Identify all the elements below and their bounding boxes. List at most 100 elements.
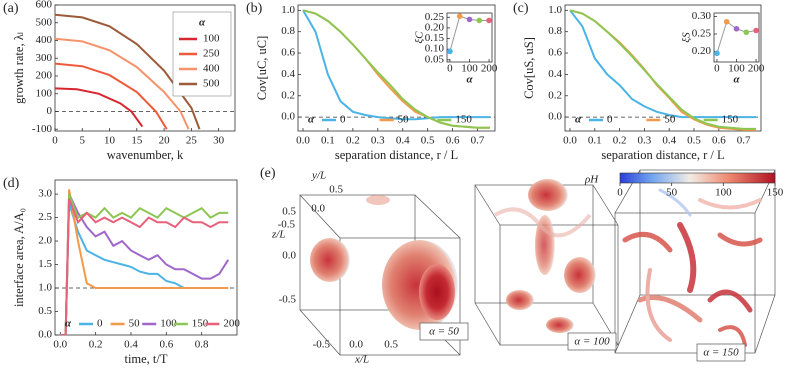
y-tick-label: 0.05	[425, 53, 445, 65]
y-tick-label: 300	[36, 52, 53, 64]
colorbar	[619, 172, 776, 184]
x-tick-label: 0.6	[159, 339, 173, 351]
y-tick-label: 0.10	[425, 43, 445, 55]
x-tick-label: 0.6	[446, 135, 460, 147]
axis3d-label: y/L	[311, 170, 326, 182]
x-tick-label: 0.0	[53, 339, 67, 351]
panel-label: (a)	[3, 1, 19, 16]
colorbar-tick-label: 50	[666, 187, 678, 199]
y-tick-label: 0.6	[281, 47, 295, 59]
y-tick-label: 600	[36, 0, 53, 11]
x-tick-label: 10	[104, 135, 116, 147]
x-tick-label: 200	[481, 63, 498, 75]
y-tick-label: 0.15	[425, 32, 445, 44]
inset-y-label: ξC	[414, 31, 426, 44]
series-line	[60, 198, 229, 335]
x-tick-label: 0.3	[638, 135, 652, 147]
y-tick-label: 100	[36, 87, 53, 99]
x-tick-label: 100	[728, 63, 745, 75]
series-line	[302, 9, 490, 129]
x-tick-label: 0.4	[396, 135, 410, 147]
y-tick-label: 0.2	[281, 89, 295, 101]
inset-point	[753, 27, 759, 34]
series-line	[55, 37, 190, 130]
x-tick-label: 200	[748, 63, 765, 75]
panel-label: (c)	[513, 1, 529, 16]
plot-frame	[564, 4, 762, 132]
x-tick-label: 5	[80, 135, 86, 147]
legend-label: 150	[722, 114, 739, 126]
cube	[614, 169, 776, 354]
panel-label: (b)	[246, 1, 263, 16]
cube	[474, 179, 619, 346]
colorbar-tick-label: 0	[617, 187, 623, 199]
series-line	[302, 9, 490, 121]
x-tick-label: 0.4	[662, 135, 676, 147]
x-axis-label: wavenumber, k	[107, 148, 184, 162]
series-line	[569, 9, 756, 119]
inset-x-label: α	[733, 74, 740, 86]
y-tick-label: 0.4	[281, 68, 295, 80]
x-tick-label: 30	[213, 135, 225, 147]
legend-label: 250	[203, 48, 220, 60]
legend-label: 500	[203, 78, 220, 90]
axis3d-tick-label: 0.0	[282, 250, 296, 262]
x-tick-label: 0.1	[321, 135, 335, 147]
y-tick-label: -100	[32, 123, 53, 135]
axis3d-tick-label: -0.5	[313, 339, 331, 351]
y-tick-label: 0.8	[548, 25, 562, 37]
x-tick-label: 0.1	[588, 135, 602, 147]
legend-label: 0	[97, 318, 103, 330]
panel-tag: α = 100	[574, 336, 610, 348]
y-tick-label: 1.0	[38, 282, 52, 294]
x-tick-label: 0.6	[712, 135, 726, 147]
y-tick-label: 0.8	[281, 25, 295, 37]
panel-tag: α = 50	[429, 326, 459, 338]
axis3d-tick-label: 0.5	[384, 339, 398, 351]
legend-label: 50	[129, 318, 141, 330]
colorbar-tick-label: 150	[767, 187, 784, 199]
y-tick-label: 0.2	[548, 89, 562, 101]
inset-point	[466, 16, 473, 23]
volume-renders	[299, 169, 776, 356]
inset-point	[456, 13, 463, 19]
inset-point	[723, 18, 730, 25]
x-tick-label: 0.7	[471, 135, 485, 147]
y-tick-label: 0.0	[548, 111, 562, 123]
y-tick-label: 0.30	[692, 10, 712, 22]
colorbar-tick-label: 100	[715, 187, 732, 199]
inset-y-label: ξS	[681, 32, 693, 43]
y-tick-label: 0.20	[425, 21, 445, 33]
legend-label: 150	[455, 114, 472, 126]
inset-point	[733, 25, 740, 32]
axis3d-tick-label: 0.5	[329, 184, 343, 196]
y-tick-label: 500	[36, 16, 53, 28]
x-tick-label: 0.7	[737, 135, 751, 147]
x-tick-label: 20	[159, 135, 171, 147]
legend-label: 100	[160, 318, 177, 330]
axis3d-tick-label: 0.5	[282, 206, 296, 218]
axis3d-label: x/L	[354, 354, 369, 366]
y-tick-label: 0.25	[425, 11, 445, 23]
series-line	[55, 13, 201, 130]
panel-label: (d)	[3, 176, 20, 191]
y-tick-label: 1.5	[38, 258, 52, 270]
axis3d-tick-label: -0.5	[278, 219, 296, 231]
y-axis-label: interface area, A/A₀	[12, 208, 26, 307]
panel-tag-box	[696, 343, 746, 362]
y-tick-label: 0.5	[38, 305, 52, 317]
x-axis-label: separation distance, r / L	[601, 148, 724, 162]
series-line	[55, 87, 144, 128]
y-tick-label: 0.25	[692, 28, 712, 40]
legend-label: 0	[340, 114, 346, 126]
legend-title: α	[65, 318, 72, 330]
legend-title: α	[308, 114, 315, 126]
x-tick-label: 0.2	[346, 135, 360, 147]
series-line	[569, 9, 756, 130]
legend-title: α	[575, 114, 582, 126]
y-tick-label: 1.0	[548, 4, 562, 16]
x-tick-label: 15	[131, 135, 143, 147]
axis3d-label: z/L	[271, 229, 285, 241]
x-tick-label: 0.3	[371, 135, 385, 147]
